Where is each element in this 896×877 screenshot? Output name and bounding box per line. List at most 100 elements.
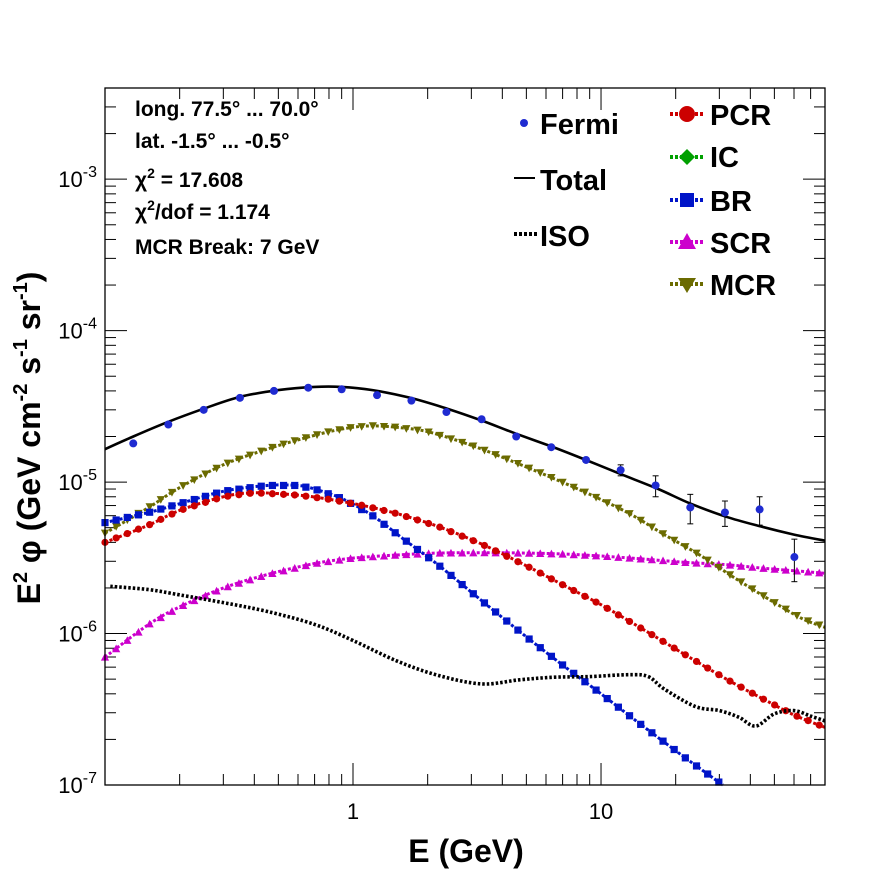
br-point (369, 512, 377, 520)
scr-point (179, 601, 188, 609)
pcr-point (190, 502, 198, 510)
pcr-point (413, 516, 422, 524)
mcr-point (357, 423, 366, 431)
pcr-point (369, 504, 377, 512)
mcr-point (658, 530, 668, 538)
br-point (402, 537, 410, 545)
mcr-point (234, 455, 244, 464)
mcr-point (145, 503, 154, 511)
mcr-point (614, 504, 623, 513)
pcr-point (335, 497, 343, 505)
br-point (112, 516, 120, 524)
mcr-point (402, 425, 411, 433)
scr-point (547, 549, 556, 558)
scr-point (614, 553, 623, 561)
fermi-point (547, 443, 556, 452)
mcr-point (212, 464, 221, 473)
br-point (480, 599, 489, 607)
pcr-point (692, 657, 701, 666)
scr-point (513, 548, 523, 557)
scr-point (357, 553, 366, 562)
legend-mcr-label: MCR (710, 270, 776, 302)
mcr-point (748, 585, 757, 594)
br-point (146, 508, 154, 516)
scr-point (413, 549, 422, 558)
pcr-point (235, 491, 243, 499)
scr-point (759, 564, 768, 572)
br-point (291, 481, 299, 490)
mcr-point (301, 434, 310, 442)
pcr-point (804, 717, 812, 725)
y-tick-exponent: -3 (83, 164, 97, 181)
series-br (101, 481, 724, 787)
pcr-point (726, 677, 734, 685)
br-point (324, 490, 332, 498)
br-point (302, 483, 310, 491)
scr-point (324, 557, 333, 566)
br-point (603, 694, 611, 703)
pcr-point (715, 671, 723, 679)
pcr-point (134, 525, 143, 533)
br-point (190, 495, 198, 504)
pcr-point (123, 529, 131, 538)
br-point (268, 481, 277, 490)
scr-point (190, 596, 199, 605)
mcr-point (201, 470, 210, 479)
mcr-point (346, 424, 355, 432)
mcr-point (156, 496, 165, 504)
mcr-point (703, 556, 712, 565)
scr-point (212, 586, 221, 595)
y-title-part-sup2: 2 (10, 572, 32, 583)
info-chi2-symbol: χ (135, 169, 147, 192)
mcr-point (424, 428, 433, 437)
pcr-point (324, 495, 332, 503)
pcr-point (257, 489, 265, 497)
scr-point (346, 554, 355, 563)
info-chi2dof-symbol: χ (135, 201, 147, 224)
y-tick-label: 10-6 (58, 619, 97, 647)
scr-point (245, 575, 255, 584)
br-point (458, 580, 466, 589)
legend-br-marker (680, 193, 694, 207)
pcr-point (112, 534, 120, 542)
mcr-point (446, 435, 456, 444)
y-title-part-sup-cm: -2 (10, 384, 32, 402)
pcr-point (503, 552, 511, 560)
scr-point (580, 551, 590, 559)
mcr-point (379, 422, 389, 431)
scr-point (435, 548, 444, 557)
scr-point (770, 565, 779, 573)
br-point (235, 485, 243, 493)
pcr-point (302, 492, 310, 500)
info-latitude: lat. -1.5° ... -0.5° (135, 130, 290, 153)
y-title-part-sup-sr: -1 (10, 282, 32, 300)
br-point (670, 745, 678, 754)
pcr-point (380, 506, 388, 515)
pcr-point (246, 489, 254, 497)
scr-point (725, 560, 735, 569)
fermi-point (790, 553, 799, 562)
y-tick-exponent: -6 (83, 619, 97, 636)
scr-point (145, 619, 154, 628)
y-axis-title: E2 φ (GeV cm-2 s-1 sr-1) (10, 272, 47, 605)
scr-point (625, 553, 634, 562)
br-point (246, 484, 254, 492)
fermi-point (616, 466, 625, 475)
br-point (503, 617, 511, 625)
scr-point (804, 567, 813, 576)
mcr-point (692, 549, 701, 558)
scr-point (301, 561, 310, 570)
br-point (358, 505, 366, 514)
mcr-point (625, 510, 634, 518)
scr-point (692, 558, 701, 567)
mcr-point (770, 599, 779, 607)
fermi-point (304, 383, 313, 392)
scr-point (379, 551, 389, 560)
info-chi2-dof: χ2/dof = 1.174 (135, 197, 270, 224)
mcr-point (167, 488, 177, 497)
y-tick-exponent: -7 (83, 770, 97, 787)
fermi-point (235, 393, 244, 402)
br-point (514, 626, 522, 634)
pcr-point (648, 631, 656, 639)
